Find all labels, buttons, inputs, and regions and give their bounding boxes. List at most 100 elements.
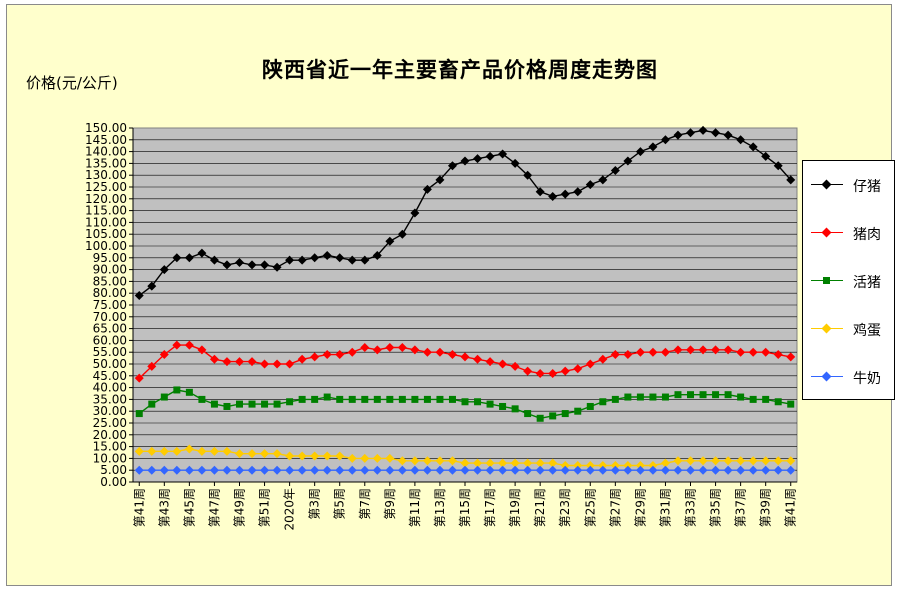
- legend-marker: [821, 371, 832, 382]
- data-point: [523, 465, 533, 475]
- legend-marker: [821, 227, 832, 238]
- data-point: [147, 361, 157, 371]
- data-point: [347, 453, 357, 463]
- data-point: [335, 465, 345, 475]
- data-point: [385, 453, 395, 463]
- legend-label: 牛奶: [853, 371, 881, 387]
- data-point: [147, 465, 157, 475]
- data-point: [711, 465, 721, 475]
- x-tick-label: 第33周: [684, 488, 698, 527]
- x-tick-label: 第9周: [383, 488, 397, 520]
- data-point: [272, 449, 282, 459]
- data-point: [310, 253, 320, 263]
- data-point: [660, 135, 670, 145]
- y-tick-label: 0.00: [100, 475, 127, 489]
- data-point: [498, 465, 508, 475]
- data-point: [773, 456, 783, 466]
- data-point: [460, 156, 470, 166]
- data-point: [448, 395, 456, 403]
- data-point: [610, 460, 620, 470]
- data-point: [573, 187, 583, 197]
- data-point: [786, 175, 796, 185]
- x-tick-label: 第17周: [483, 488, 497, 527]
- data-point: [723, 345, 733, 355]
- data-point: [234, 357, 244, 367]
- data-point: [773, 465, 783, 475]
- y-tick-label: 55.00: [93, 345, 127, 359]
- data-point: [536, 414, 544, 422]
- data-point: [749, 395, 757, 403]
- data-point: [649, 393, 657, 401]
- data-point: [723, 456, 733, 466]
- data-point: [673, 345, 683, 355]
- data-point: [385, 236, 395, 246]
- data-point: [184, 253, 194, 263]
- data-point: [422, 456, 432, 466]
- legend-label: 仔猪: [853, 179, 881, 195]
- data-point: [610, 350, 620, 360]
- data-point: [585, 180, 595, 190]
- y-tick-label: 105.00: [85, 227, 127, 241]
- data-point: [234, 449, 244, 459]
- x-tick-label: 第11周: [408, 488, 422, 527]
- data-point: [473, 354, 483, 364]
- data-point: [648, 465, 658, 475]
- x-tick-label: 第39周: [759, 488, 773, 527]
- data-point: [322, 451, 332, 461]
- data-point: [411, 395, 419, 403]
- data-point: [322, 250, 332, 260]
- data-point: [135, 410, 143, 418]
- data-point: [686, 465, 696, 475]
- legend-marker: [823, 277, 830, 284]
- data-point: [222, 260, 232, 270]
- data-point: [611, 395, 619, 403]
- y-tick-label: 15.00: [93, 440, 127, 454]
- data-point: [172, 253, 182, 263]
- data-point: [586, 402, 594, 410]
- data-point: [247, 357, 257, 367]
- x-tick-label: 第25周: [583, 488, 597, 527]
- data-point: [535, 187, 545, 197]
- data-point: [548, 458, 558, 468]
- data-point: [222, 465, 232, 475]
- data-point: [347, 465, 357, 475]
- data-point: [210, 400, 218, 408]
- data-point: [323, 393, 331, 401]
- y-axis-label: 价格(元/公斤): [26, 74, 118, 92]
- data-point: [172, 446, 182, 456]
- legend-label: 猪肉: [853, 227, 881, 243]
- y-tick-label: 70.00: [93, 310, 127, 324]
- data-point: [285, 359, 295, 369]
- x-tick-label: 第15周: [458, 488, 472, 527]
- data-point: [385, 465, 395, 475]
- x-tick-label: 第23周: [558, 488, 572, 527]
- data-point: [209, 354, 219, 364]
- data-point: [686, 456, 696, 466]
- x-tick-label: 第27周: [608, 488, 622, 527]
- data-point: [699, 391, 707, 399]
- data-point: [322, 465, 332, 475]
- data-point: [435, 456, 445, 466]
- x-tick-label: 2020年: [283, 488, 297, 531]
- data-point: [723, 465, 733, 475]
- data-point: [687, 391, 695, 399]
- data-point: [360, 342, 370, 352]
- x-tick-label: 第3周: [308, 488, 322, 520]
- data-point: [297, 354, 307, 364]
- data-point: [311, 395, 319, 403]
- data-point: [423, 395, 431, 403]
- data-point: [724, 391, 732, 399]
- data-point: [548, 368, 558, 378]
- data-point: [173, 386, 181, 394]
- data-point: [523, 366, 533, 376]
- data-point: [712, 391, 720, 399]
- y-tick-label: 80.00: [93, 286, 127, 300]
- y-tick-label: 60.00: [93, 333, 127, 347]
- data-point: [159, 446, 169, 456]
- data-point: [635, 347, 645, 357]
- y-tick-label: 20.00: [93, 428, 127, 442]
- data-point: [234, 258, 244, 268]
- data-point: [748, 142, 758, 152]
- data-point: [147, 281, 157, 291]
- data-point: [235, 400, 243, 408]
